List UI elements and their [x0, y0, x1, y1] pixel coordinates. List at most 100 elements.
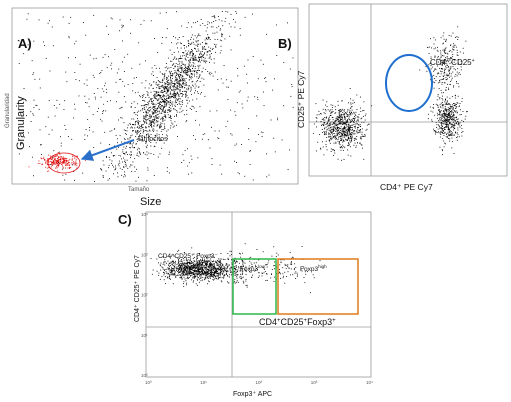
event-dot: [344, 124, 346, 126]
event-dot: [170, 60, 171, 62]
event-dot: [261, 272, 263, 274]
event-dot: [172, 261, 173, 262]
event-dot: [115, 168, 117, 170]
event-dot: [175, 275, 176, 277]
event-dot: [170, 89, 172, 91]
event-dot: [444, 103, 446, 105]
event-dot: [167, 111, 169, 113]
event-dot: [33, 72, 35, 74]
event-dot: [331, 126, 333, 128]
event-dot: [454, 124, 456, 126]
event-dot: [183, 52, 185, 53]
event-dot: [442, 43, 444, 45]
event-dot: [177, 67, 179, 69]
event-dot: [193, 266, 195, 268]
event-dot: [75, 160, 77, 162]
event-dot: [437, 56, 439, 57]
event-dot: [252, 56, 254, 57]
event-dot: [353, 121, 355, 122]
event-dot: [31, 60, 33, 62]
event-dot: [115, 165, 116, 167]
event-dot: [322, 125, 324, 126]
event-dot: [130, 127, 132, 129]
event-dot: [153, 113, 155, 115]
event-dot: [335, 127, 337, 129]
event-dot: [182, 94, 184, 95]
event-dot: [433, 104, 435, 105]
event-dot: [454, 104, 456, 106]
event-dot: [101, 120, 103, 122]
event-dot: [211, 72, 213, 74]
event-dot: [132, 130, 134, 132]
event-dot: [430, 65, 432, 66]
event-dot: [195, 262, 197, 264]
event-dot: [184, 266, 186, 268]
event-dot: [458, 123, 460, 125]
event-dot: [444, 115, 446, 117]
event-dot: [265, 81, 267, 83]
event-dot: [357, 118, 359, 120]
event-dot: [158, 87, 160, 89]
event-dot: [156, 270, 158, 272]
event-dot: [235, 281, 237, 283]
event-dot: [326, 116, 328, 118]
event-dot: [131, 171, 133, 173]
event-dot: [181, 278, 183, 280]
event-dot: [207, 274, 209, 276]
event-dot: [354, 130, 355, 131]
event-dot: [443, 72, 445, 74]
event-dot: [178, 74, 180, 76]
event-dot: [182, 257, 184, 259]
event-dot: [154, 106, 156, 108]
event-dot: [213, 273, 215, 275]
event-dot: [157, 108, 159, 110]
event-dot: [290, 263, 292, 265]
event-dot: [437, 46, 438, 48]
event-dot: [155, 98, 156, 100]
event-dot: [444, 72, 446, 74]
event-dot: [161, 147, 163, 149]
event-dot: [456, 102, 458, 104]
event-dot: [186, 267, 187, 269]
event-dot: [450, 127, 452, 129]
event-dot: [122, 25, 124, 27]
event-dot: [178, 263, 180, 265]
event-dot: [33, 175, 34, 177]
event-dot: [329, 142, 331, 144]
event-dot: [274, 78, 275, 80]
event-dot: [239, 28, 241, 30]
event-dot: [179, 65, 181, 67]
event-dot: [300, 269, 302, 271]
event-dot: [50, 163, 52, 165]
event-dot: [202, 260, 204, 262]
event-dot: [173, 52, 175, 54]
event-dot: [179, 271, 181, 273]
event-dot: [123, 167, 125, 168]
event-dot: [445, 38, 447, 40]
event-dot: [124, 159, 126, 161]
event-dot: [201, 55, 203, 57]
event-dot: [143, 135, 145, 137]
event-dot: [171, 271, 173, 273]
event-dot: [191, 54, 193, 56]
event-dot: [131, 127, 133, 129]
event-dot: [162, 119, 164, 121]
event-dot: [167, 79, 169, 81]
event-dot: [152, 102, 154, 104]
event-dot: [339, 115, 341, 117]
event-dot: [435, 69, 437, 71]
event-dot: [339, 131, 340, 133]
event-dot: [196, 37, 198, 39]
event-dot: [169, 256, 171, 258]
event-dot: [445, 115, 446, 117]
event-dot: [68, 162, 70, 164]
event-dot: [178, 264, 180, 266]
event-dot: [216, 278, 217, 280]
event-dot: [178, 269, 180, 271]
event-dot: [28, 166, 30, 168]
event-dot: [444, 58, 446, 60]
event-dot: [213, 266, 215, 267]
event-dot: [207, 273, 209, 275]
event-dot: [351, 124, 353, 126]
event-dot: [179, 91, 181, 93]
